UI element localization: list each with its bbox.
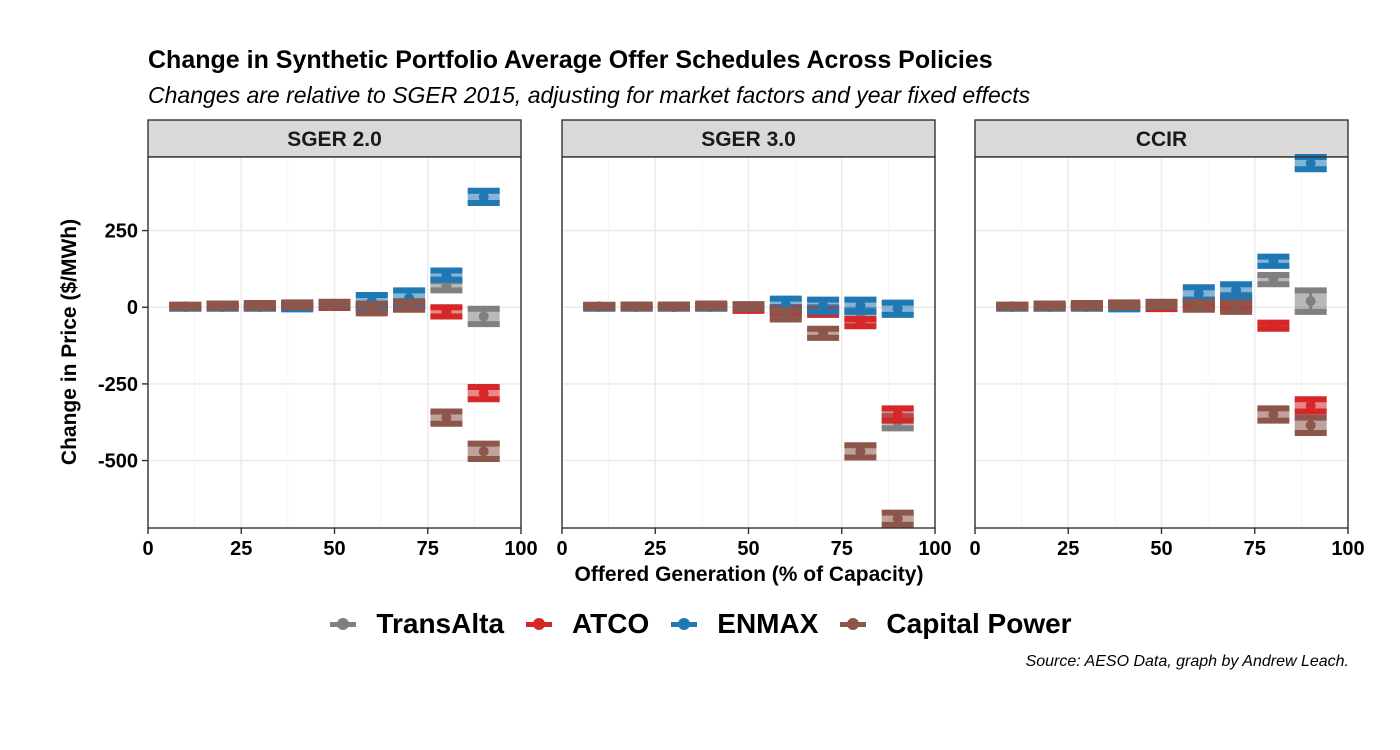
point-capital-power [1231, 302, 1242, 313]
x-tick-label: 100 [1331, 538, 1364, 560]
chart-subtitle: Changes are relative to SGER 2015, adjus… [148, 82, 1031, 108]
x-tick-label: 100 [504, 538, 537, 560]
x-tick-label: 100 [918, 538, 951, 560]
point-capital-power [706, 300, 717, 311]
chart-caption: Source: AESO Data, graph by Andrew Leach… [1025, 653, 1349, 670]
point-enmax [478, 191, 489, 202]
point-atco [441, 306, 452, 317]
chart-title: Change in Synthetic Portfolio Average Of… [148, 46, 993, 74]
point-enmax [1268, 256, 1279, 267]
point-capital-power [404, 300, 415, 311]
y-tick-label: -500 [98, 451, 138, 473]
x-tick-label: 25 [230, 538, 252, 560]
point-capital-power [594, 301, 605, 312]
x-tick-label: 0 [969, 538, 980, 560]
x-tick-label: 50 [323, 538, 345, 560]
point-capital-power [818, 328, 829, 339]
point-capital-power [180, 301, 191, 312]
point-capital-power [631, 301, 642, 312]
legend-label: ENMAX [717, 608, 819, 639]
facet-panel-sger-2-0: SGER 2.0 0 25 50 75 100 [142, 119, 538, 560]
legend-item-enmax: ENMAX [669, 608, 818, 640]
y-axis-title: Change in Price ($/MWh) [58, 218, 81, 466]
facet-panel-ccir: CCIR 0 25 50 75 100 [969, 119, 1365, 560]
facet-strip [561, 119, 936, 158]
point-capital-power [478, 446, 489, 457]
legend-item-capital-power: Capital Power [838, 608, 1072, 640]
legend-label: TransAlta [376, 608, 505, 639]
point-capital-power [892, 513, 903, 524]
point-enmax [780, 299, 791, 310]
legend: TransAlta ATCO ENMAX Capital Power [0, 608, 1400, 640]
x-tick-label: 50 [1150, 538, 1172, 560]
point-capital-power [1081, 300, 1092, 311]
y-tick-label: 0 [127, 297, 138, 319]
point-transalta [1305, 296, 1316, 307]
point-capital-power [1156, 299, 1167, 310]
point-atco [892, 409, 903, 420]
point-enmax [1193, 288, 1204, 299]
point-enmax [855, 300, 866, 311]
legend-item-atco: ATCO [524, 608, 649, 640]
x-tick-label: 50 [737, 538, 759, 560]
point-capital-power [780, 309, 791, 320]
legend-key-atco [524, 609, 554, 639]
x-tick-label: 75 [831, 538, 853, 560]
point-atco [855, 317, 866, 328]
legend-key-capital-power [838, 609, 868, 639]
legend-key-transalta [328, 609, 358, 639]
x-tick-label: 25 [1057, 538, 1079, 560]
point-enmax [892, 303, 903, 314]
point-capital-power [1044, 300, 1055, 311]
x-tick-label: 0 [142, 538, 153, 560]
point-transalta [441, 280, 452, 291]
point-atco [478, 388, 489, 399]
x-tick-label: 25 [644, 538, 666, 560]
point-capital-power [1119, 299, 1130, 310]
point-transalta [478, 311, 489, 322]
point-enmax [441, 270, 452, 281]
point-atco [1268, 320, 1279, 331]
y-tick-label: 250 [105, 221, 138, 243]
point-atco [1305, 400, 1316, 411]
facet-panel-sger-3-0: SGER 3.0 0 25 50 75 100 [556, 119, 952, 560]
point-capital-power [366, 303, 377, 314]
point-enmax [1231, 285, 1242, 296]
point-capital-power [254, 300, 265, 311]
point-capital-power [1193, 300, 1204, 311]
point-capital-power [1268, 409, 1279, 420]
facet-strip-label: SGER 3.0 [701, 128, 796, 151]
x-tick-label: 0 [556, 538, 567, 560]
facet-strip-label: CCIR [1136, 128, 1187, 151]
point-transalta [1268, 274, 1279, 285]
x-tick-label: 75 [1244, 538, 1266, 560]
y-tick-label: -250 [98, 374, 138, 396]
point-capital-power [1007, 301, 1018, 312]
point-capital-power [217, 300, 228, 311]
point-capital-power [329, 299, 340, 310]
point-capital-power [292, 299, 303, 310]
facet-strip-label: SGER 2.0 [287, 128, 382, 151]
x-tick-label: 75 [417, 538, 439, 560]
point-enmax [818, 300, 829, 311]
point-capital-power [441, 412, 452, 423]
legend-item-transalta: TransAlta [328, 608, 504, 640]
point-capital-power [668, 301, 679, 312]
point-enmax [1305, 158, 1316, 169]
point-capital-power [743, 301, 754, 312]
legend-key-enmax [669, 609, 699, 639]
x-axis-title: Offered Generation (% of Capacity) [574, 563, 924, 586]
legend-label: ATCO [572, 608, 650, 639]
point-capital-power [1305, 420, 1316, 431]
legend-label: Capital Power [886, 608, 1072, 639]
point-capital-power [855, 446, 866, 457]
